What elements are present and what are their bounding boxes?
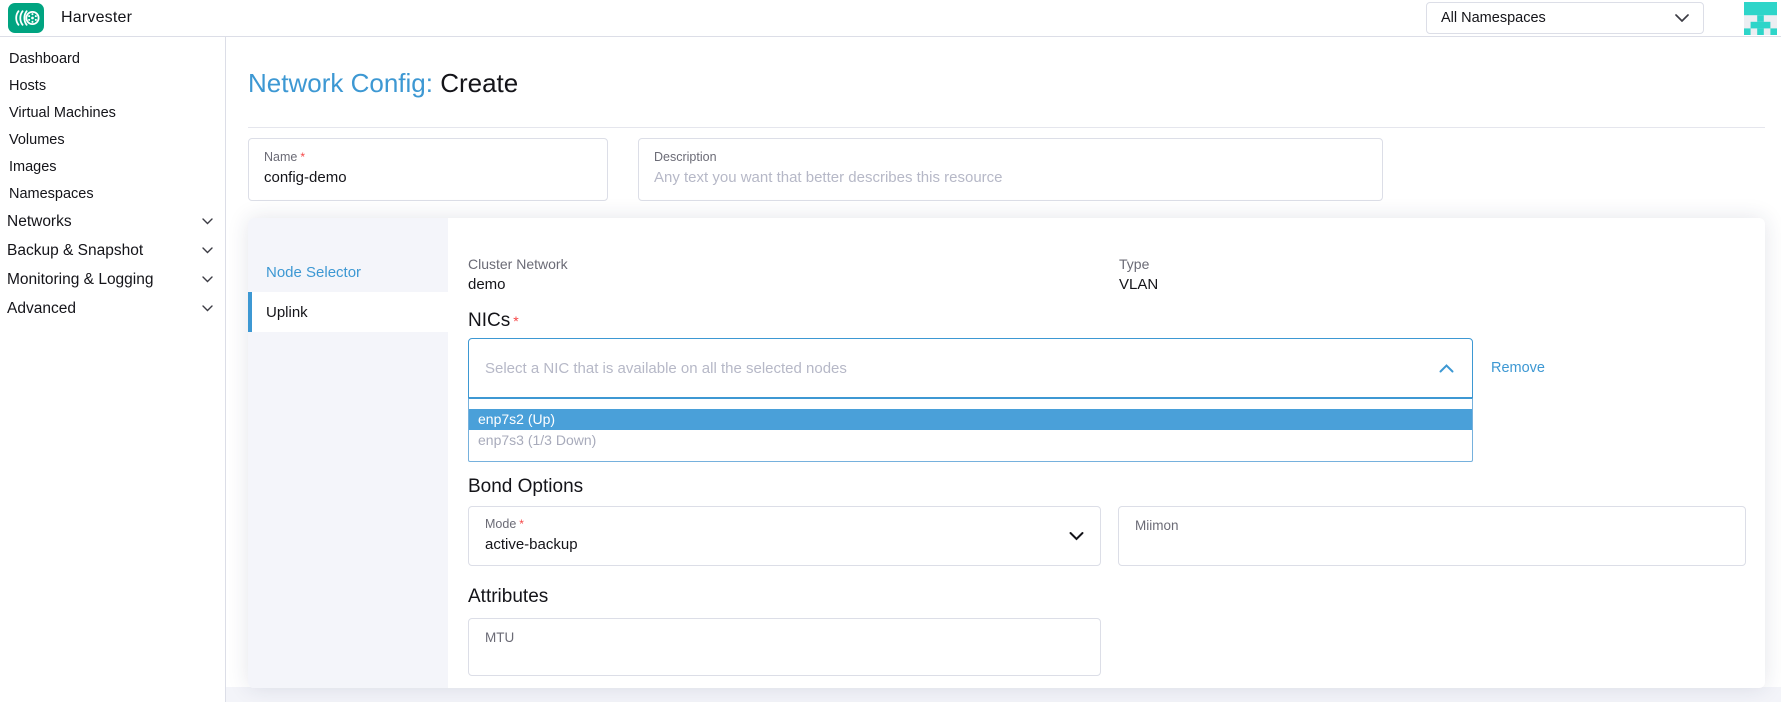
sidebar-item-virtual-machines[interactable]: Virtual Machines [9,104,116,121]
title-divider [248,127,1765,128]
name-input[interactable] [264,169,592,186]
nic-option-enp7s2[interactable]: enp7s2 (Up) [469,409,1472,430]
sidebar-nav: Dashboard Hosts Virtual Machines Volumes… [0,37,226,702]
cluster-network-type-row: Cluster Network demo Type VLAN [468,256,1746,294]
nic-select-placeholder: Select a NIC that is available on all th… [485,359,847,377]
bond-mode-select[interactable]: Mode * active-backup [468,506,1101,566]
required-asterisk: * [519,517,524,531]
cluster-network-value: demo [468,276,506,293]
network-config-card: Node Selector Uplink Cluster Network dem… [248,218,1765,688]
page-bottom-strip [226,687,1781,702]
cluster-network-field: Cluster Network demo [468,256,1119,294]
sidebar-group-networks[interactable]: Networks [0,207,225,236]
app-title[interactable]: Harvester [61,9,133,26]
nic-options-dropdown: enp7s2 (Up) enp7s3 (1/3 Down) [468,398,1473,462]
sidebar-item-namespaces[interactable]: Namespaces [9,185,94,202]
name-description-row: Name* Description [248,138,1765,201]
remove-link[interactable]: Remove [1491,360,1545,376]
chevron-down-icon [1675,14,1689,22]
nic-option-enp7s3[interactable]: enp7s3 (1/3 Down) [478,432,597,448]
user-avatar-identicon[interactable] [1744,2,1777,35]
type-field: Type VLAN [1119,256,1158,294]
required-asterisk: * [300,150,306,164]
sidebar-group-advanced[interactable]: Advanced [0,294,225,323]
sidebar-group-backup-snapshot[interactable]: Backup & Snapshot [0,236,225,265]
page-title: Network Config: Create [248,68,1765,98]
name-label: Name * [264,150,306,164]
mtu-field[interactable]: MTU [468,618,1101,676]
nics-heading: NICs * [468,310,519,331]
sidebar-item-dashboard[interactable]: Dashboard [9,50,80,67]
namespace-filter-value: All Namespaces [1441,10,1546,26]
sidebar-item-images[interactable]: Images [9,158,57,175]
miimon-field[interactable]: Miimon [1118,506,1746,566]
nic-select-row: Select a NIC that is available on all th… [468,338,1746,462]
description-label: Description [654,150,717,164]
sidebar-item-volumes[interactable]: Volumes [9,131,65,148]
tab-rail: Node Selector Uplink [248,218,448,688]
bond-mode-label: Mode * [485,517,524,531]
namespace-filter-select[interactable]: All Namespaces [1426,2,1704,34]
cluster-network-label: Cluster Network [468,256,568,272]
description-input[interactable] [654,169,1367,186]
type-value: VLAN [1119,276,1159,293]
bond-mode-value: active-backup [485,536,578,553]
name-field[interactable]: Name * [248,138,608,201]
type-label: Type [1119,256,1150,272]
tab-node-selector[interactable]: Node Selector [266,263,362,281]
bond-options-row: Mode * active-backup Miimon [468,506,1746,566]
mtu-label: MTU [485,630,515,645]
chevron-down-icon [202,276,213,283]
sidebar-group-monitoring-logging[interactable]: Monitoring & Logging [0,265,225,294]
top-header: Harvester All Namespaces [0,0,1781,37]
description-field[interactable]: Description [638,138,1383,201]
harvester-logo-icon[interactable] [8,3,44,33]
sidebar-item-hosts[interactable]: Hosts [9,77,47,94]
uplink-tab-content: Cluster Network demo Type VLAN NICs * Sel… [448,218,1765,688]
chevron-up-icon [1439,363,1454,373]
chevron-down-icon [202,247,213,254]
page-title-action: Create [440,68,519,98]
nic-select-wrap: Select a NIC that is available on all th… [468,338,1473,462]
tab-uplink[interactable]: Uplink [248,292,448,332]
miimon-label: Miimon [1135,518,1179,533]
page-title-resource: Network Config: [248,68,433,98]
chevron-down-icon [202,218,213,225]
main-content: Network Config: Create Name* Description… [226,37,1781,702]
nic-select[interactable]: Select a NIC that is available on all th… [468,338,1473,398]
attributes-heading: Attributes [468,586,549,607]
combine-harvester-glyph [15,10,40,26]
chevron-down-icon [1069,532,1084,541]
required-asterisk: * [513,313,519,329]
bond-options-heading: Bond Options [468,476,584,497]
chevron-down-icon [202,305,213,312]
